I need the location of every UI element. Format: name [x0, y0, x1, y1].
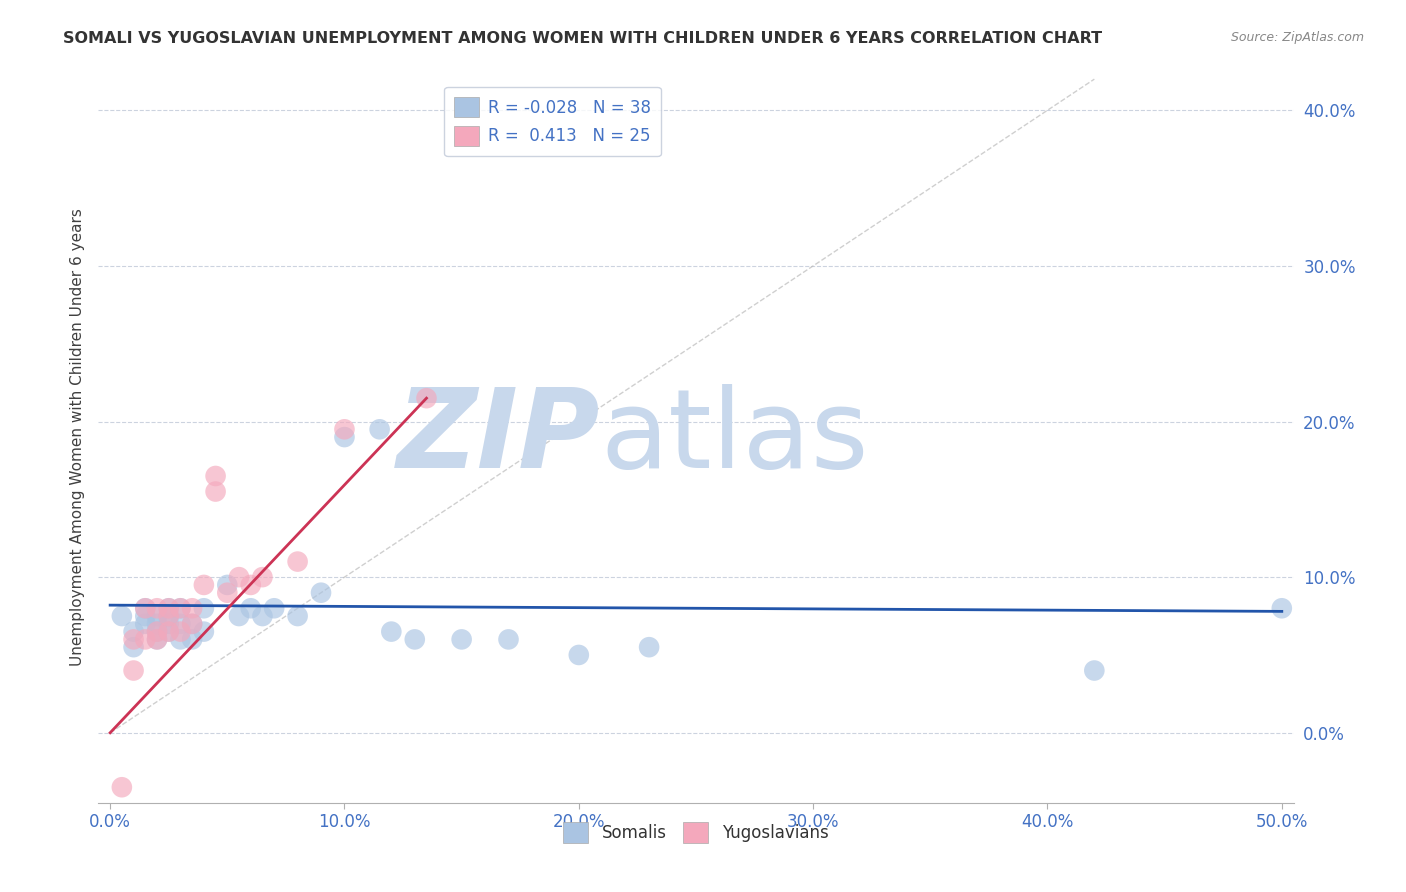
Point	[169, 616, 191, 631]
Legend: Somalis, Yugoslavians: Somalis, Yugoslavians	[557, 815, 835, 849]
Point	[404, 632, 426, 647]
Point	[239, 578, 262, 592]
Point	[181, 601, 204, 615]
Point	[157, 601, 180, 615]
Point	[146, 616, 169, 631]
Text: atlas: atlas	[600, 384, 869, 491]
Point	[380, 624, 402, 639]
Point	[568, 648, 591, 662]
Y-axis label: Unemployment Among Women with Children Under 6 years: Unemployment Among Women with Children U…	[69, 208, 84, 666]
Point	[217, 585, 239, 599]
Text: Source: ZipAtlas.com: Source: ZipAtlas.com	[1230, 31, 1364, 45]
Point	[181, 632, 204, 647]
Point	[134, 609, 156, 624]
Point	[169, 624, 191, 639]
Point	[181, 616, 204, 631]
Point	[287, 609, 309, 624]
Point	[146, 601, 169, 615]
Point	[146, 609, 169, 624]
Point	[134, 601, 156, 615]
Point	[169, 632, 191, 647]
Point	[146, 624, 169, 639]
Point	[1083, 664, 1105, 678]
Point	[134, 601, 156, 615]
Point	[157, 624, 180, 639]
Point	[239, 601, 262, 615]
Point	[134, 616, 156, 631]
Point	[122, 640, 145, 655]
Point	[122, 632, 145, 647]
Point	[193, 601, 215, 615]
Point	[217, 578, 239, 592]
Point	[157, 609, 180, 624]
Point	[193, 578, 215, 592]
Point	[146, 632, 169, 647]
Point	[333, 422, 356, 436]
Point	[287, 555, 309, 569]
Point	[146, 624, 169, 639]
Point	[228, 609, 250, 624]
Point	[169, 601, 191, 615]
Point	[169, 601, 191, 615]
Point	[134, 632, 156, 647]
Point	[228, 570, 250, 584]
Point	[122, 664, 145, 678]
Point	[450, 632, 472, 647]
Point	[498, 632, 520, 647]
Point	[193, 624, 215, 639]
Point	[333, 430, 356, 444]
Point	[157, 616, 180, 631]
Point	[1271, 601, 1294, 615]
Point	[252, 570, 274, 584]
Point	[122, 624, 145, 639]
Point	[309, 585, 332, 599]
Text: SOMALI VS YUGOSLAVIAN UNEMPLOYMENT AMONG WOMEN WITH CHILDREN UNDER 6 YEARS CORRE: SOMALI VS YUGOSLAVIAN UNEMPLOYMENT AMONG…	[63, 31, 1102, 46]
Point	[638, 640, 661, 655]
Point	[146, 632, 169, 647]
Point	[204, 484, 226, 499]
Point	[263, 601, 285, 615]
Point	[204, 469, 226, 483]
Point	[415, 391, 437, 405]
Point	[157, 609, 180, 624]
Point	[111, 780, 134, 795]
Point	[368, 422, 391, 436]
Point	[111, 609, 134, 624]
Point	[157, 601, 180, 615]
Point	[157, 624, 180, 639]
Point	[181, 616, 204, 631]
Point	[252, 609, 274, 624]
Text: ZIP: ZIP	[396, 384, 600, 491]
